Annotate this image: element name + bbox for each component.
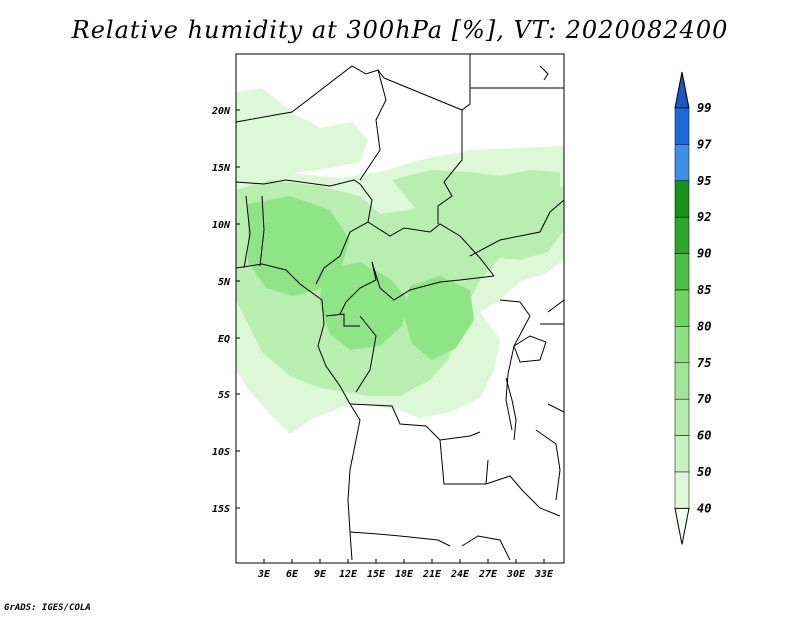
boundary-chad-sudan (383, 54, 471, 111)
lon-label: 21E (422, 569, 442, 580)
colorbar-label: 75 (697, 356, 711, 370)
boundary-car-south (371, 261, 495, 301)
colorbar-label: 60 (697, 429, 711, 443)
grads-credit: GrADS: IGES/COLA (4, 603, 91, 613)
boundary-car-north (367, 221, 495, 277)
boundary-nigeria-cameroon (315, 183, 373, 285)
lon-label: 33E (534, 569, 554, 580)
humidity-fill-layer (236, 88, 564, 434)
colorbar-label: 85 (697, 283, 711, 297)
boundary-congo-drc (355, 315, 377, 393)
colorbar-box (674, 144, 690, 182)
boundary-libya-chad (359, 69, 387, 181)
lon-label: 18E (395, 569, 414, 580)
colorbar-top-triangle (674, 71, 690, 109)
boundary-libya-west (236, 65, 385, 123)
boundary-sudan-ssudan (469, 199, 564, 257)
latitude-ticks (236, 109, 545, 563)
boundary-gabon (325, 313, 360, 327)
colorbar-label: 99 (697, 101, 711, 115)
colorbar-box (674, 289, 690, 327)
longitude-labels: 3E 6E 9E 12E 15E 18E 21E 24E 27E 30E 33E (257, 569, 554, 580)
boundary-benin-togo (259, 195, 265, 267)
colorbar-box (674, 326, 690, 364)
lon-label: 9E (314, 569, 327, 580)
boundary-niger-nigeria (236, 179, 361, 187)
colorbar-box (674, 398, 690, 436)
boundary-chad-east (437, 110, 463, 224)
colorbar-label: 92 (697, 210, 711, 224)
colorbar-box (674, 253, 690, 291)
humidity-region-nw (236, 88, 368, 180)
colorbar-label: 90 (697, 247, 711, 261)
boundary-lake-victoria (513, 335, 547, 363)
colorbar-legend: 99 97 95 92 90 85 80 75 70 60 50 40 (674, 71, 712, 545)
boundary-drc-east (499, 299, 531, 431)
country-boundaries (236, 54, 564, 561)
boundary-zambia-east (485, 475, 561, 517)
humidity-region-dark-congo (320, 262, 408, 350)
colorbar-box (674, 471, 690, 509)
colorbar-label: 95 (697, 174, 711, 188)
latitude-labels: 20N 15N 10N 5N EQ 5S 10S 15S (211, 106, 231, 515)
boundary-nile-red-sea (539, 65, 549, 81)
lat-label: 20N (211, 106, 231, 117)
boundary-lake-tanganyika (505, 377, 517, 441)
colorbar-box (674, 435, 690, 473)
lon-label: 6E (286, 569, 299, 580)
colorbar-bottom-triangle (674, 507, 690, 545)
chart-title: Relative humidity at 300hPa [%], VT: 202… (71, 16, 729, 44)
lon-label: 24E (450, 569, 470, 580)
boundary-angola-zambia (439, 439, 489, 485)
lon-label: 30E (506, 569, 526, 580)
humidity-region-dark-north (392, 170, 560, 214)
boundary-east-africa (535, 299, 564, 501)
lat-label: EQ (218, 334, 230, 345)
boundary-cameroon-car (339, 261, 377, 315)
map-frame (235, 53, 565, 564)
lon-label: 15E (367, 569, 386, 580)
lat-label: 10N (212, 220, 231, 231)
humidity-region-dark-central (404, 276, 474, 360)
boundary-drc-angola (349, 403, 481, 441)
colorbar-box (674, 180, 690, 218)
boundary-west-coast (236, 263, 361, 561)
colorbar-label: 40 (697, 501, 711, 515)
boundary-mozambique (461, 535, 511, 561)
lon-label: 27E (478, 569, 498, 580)
lon-label: 12E (339, 569, 358, 580)
lat-label: 10S (212, 447, 230, 458)
colorbar-label: 80 (697, 319, 711, 333)
lat-label: 15S (212, 504, 230, 515)
colorbar-label: 70 (697, 392, 711, 406)
lat-label: 5S (218, 390, 230, 401)
colorbar-box (674, 362, 690, 400)
boundary-angola-south (349, 531, 451, 547)
colorbar-label: 97 (697, 137, 712, 151)
lon-label: 3E (257, 569, 271, 580)
lat-label: 15N (212, 163, 231, 174)
boundary-nigeria-benin (243, 195, 251, 269)
colorbar-box (674, 107, 690, 145)
colorbar-box (674, 216, 690, 254)
colorbar-label: 50 (697, 465, 711, 479)
lat-label: 5N (218, 277, 231, 288)
